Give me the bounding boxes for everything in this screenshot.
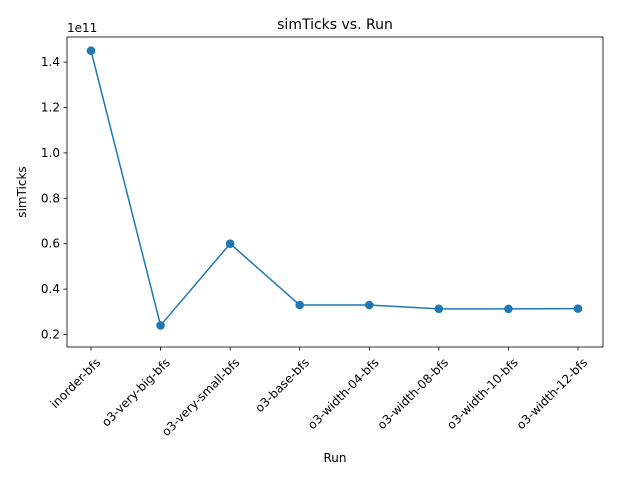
y-tick-label: 1.2 bbox=[41, 100, 60, 114]
x-tick-label: o3-width-12-bfs bbox=[514, 355, 591, 432]
data-point bbox=[573, 304, 583, 313]
x-tick-label: o3-width-08-bfs bbox=[375, 355, 452, 432]
x-tick-label: o3-very-big-bfs bbox=[99, 355, 173, 429]
axes bbox=[63, 36, 604, 351]
x-tick-label: o3-base-bfs bbox=[252, 355, 312, 415]
data-point bbox=[156, 321, 165, 330]
series-line bbox=[90, 50, 579, 327]
x-tick-label: o3-width-10-bfs bbox=[444, 355, 521, 432]
y-tick-label: 0.4 bbox=[41, 282, 60, 296]
axes-frame bbox=[66, 36, 604, 348]
y-offset-label: 1e11 bbox=[67, 21, 97, 35]
data-point bbox=[504, 304, 513, 314]
y-tick-label: 1.0 bbox=[41, 146, 60, 160]
y-tick-label: 1.4 bbox=[41, 55, 60, 69]
x-tick-label: inorder-bfs bbox=[48, 355, 104, 411]
labels: 0.20.40.60.81.01.21.41e11inorder-bfso3-v… bbox=[15, 17, 590, 465]
x-axis-label: Run bbox=[323, 451, 346, 465]
data-point bbox=[434, 304, 444, 314]
x-tick-label: o3-very-small-bfs bbox=[159, 355, 242, 438]
y-tick-label: 0.2 bbox=[41, 328, 60, 342]
x-tick-label: o3-width-04-bfs bbox=[305, 355, 382, 432]
chart-title: simTicks vs. Run bbox=[277, 17, 393, 33]
data-point bbox=[295, 300, 305, 310]
y-tick-label: 0.6 bbox=[41, 237, 60, 251]
y-axis-label: simTicks bbox=[15, 166, 29, 217]
data-point bbox=[225, 239, 235, 249]
data-point bbox=[86, 46, 96, 56]
data-point bbox=[364, 300, 374, 310]
y-tick-label: 0.8 bbox=[41, 191, 60, 205]
plot-area bbox=[86, 46, 583, 330]
